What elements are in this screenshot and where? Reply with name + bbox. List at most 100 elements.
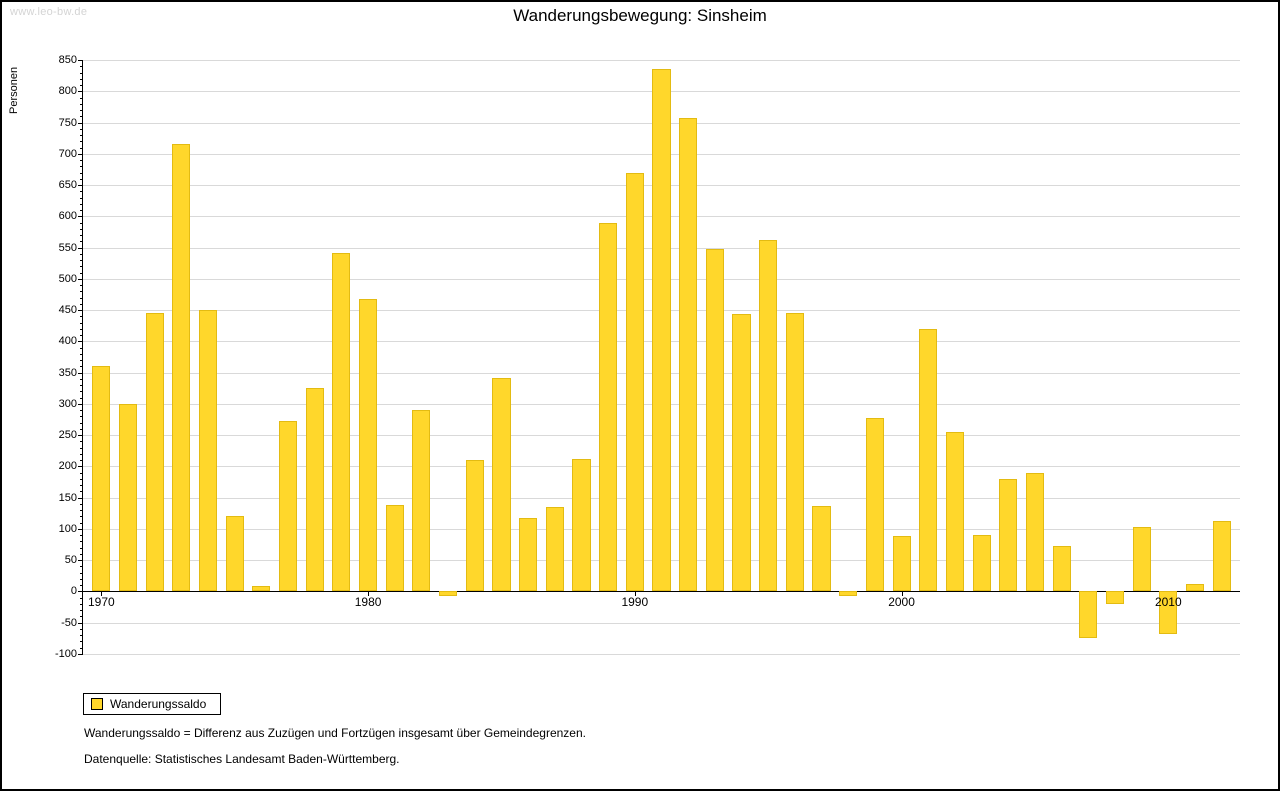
- y-axis-minor-tick: [80, 303, 83, 305]
- y-axis-minor-tick: [80, 110, 83, 112]
- bar: [332, 252, 351, 592]
- y-axis-tick: [78, 247, 83, 249]
- bar: [412, 410, 431, 592]
- y-axis-minor-tick: [80, 253, 83, 255]
- y-axis-minor-tick: [80, 141, 83, 143]
- y-axis-minor-tick: [80, 585, 83, 587]
- y-axis-minor-tick: [80, 78, 83, 80]
- bar: [1025, 472, 1044, 592]
- y-axis-tick-label: 400: [58, 335, 77, 348]
- x-axis-tick: [368, 592, 370, 597]
- bar: [172, 144, 191, 592]
- y-axis-tick: [78, 310, 83, 312]
- bar: [1052, 546, 1071, 592]
- y-axis-minor-tick: [80, 553, 83, 555]
- y-axis-tick-label: 0: [70, 585, 77, 598]
- x-axis-tick-label: 2000: [888, 595, 915, 610]
- y-axis-tick-label: 700: [58, 147, 77, 160]
- bar: [652, 69, 671, 592]
- y-axis-minor-tick: [80, 147, 83, 149]
- y-axis-tick: [78, 91, 83, 93]
- x-axis-tick-label: 1970: [87, 595, 115, 610]
- y-axis-minor-tick: [80, 410, 83, 412]
- y-axis-minor-tick: [80, 503, 83, 505]
- y-axis-minor-tick: [80, 428, 83, 430]
- x-axis-line: [83, 591, 1240, 593]
- y-axis-title: Personen: [8, 66, 20, 114]
- y-axis-tick: [78, 497, 83, 499]
- bar: [572, 458, 591, 592]
- y-axis-minor-tick: [80, 97, 83, 99]
- bar: [999, 478, 1018, 592]
- y-axis-minor-tick: [80, 603, 83, 605]
- y-axis-minor-tick: [80, 416, 83, 418]
- y-axis-minor-tick: [80, 378, 83, 380]
- y-axis-minor-tick: [80, 472, 83, 474]
- x-axis-tick: [101, 592, 103, 597]
- bar: [439, 591, 458, 597]
- y-axis-tick-label: 250: [58, 429, 77, 442]
- legend-label: Wanderungssaldo: [110, 697, 207, 711]
- y-axis-tick-label: 50: [64, 554, 77, 567]
- y-axis-minor-tick: [80, 447, 83, 449]
- y-axis-minor-tick: [80, 172, 83, 174]
- y-axis-tick: [78, 466, 83, 468]
- x-axis-tick: [901, 592, 903, 597]
- y-axis-tick: [78, 122, 83, 124]
- y-axis-minor-tick: [80, 610, 83, 612]
- y-axis-tick: [78, 372, 83, 374]
- plot-area: -100 -50 0 50 100 150 200 250 300 350 400 450 500 550…: [55, 54, 1240, 660]
- watermark: www.leo-bw.de: [10, 6, 88, 18]
- y-axis-minor-tick: [80, 510, 83, 512]
- y-axis-minor-tick: [80, 635, 83, 637]
- y-axis-tick: [78, 528, 83, 530]
- y-axis-minor-tick: [80, 85, 83, 86]
- y-axis-tick-label: 550: [58, 241, 77, 254]
- chart-title: Wanderungsbewegung: Sinsheim: [513, 6, 767, 25]
- y-axis-minor-tick: [80, 353, 83, 355]
- y-axis-tick-label: 600: [58, 210, 77, 223]
- y-axis-tick: [78, 654, 83, 655]
- y-axis-minor-tick: [80, 478, 83, 480]
- y-axis-minor-tick: [80, 485, 83, 487]
- bar: [252, 586, 271, 592]
- y-axis-tick: [78, 435, 83, 437]
- y-axis-minor-tick: [80, 103, 83, 105]
- y-axis-minor-tick: [80, 572, 83, 574]
- footnote-source: Datenquelle: Statistisches Landesamt Bad…: [84, 752, 400, 766]
- y-axis-tick: [78, 216, 83, 218]
- y-axis-tick-label: 800: [58, 85, 77, 98]
- y-axis-minor-tick: [80, 210, 83, 212]
- y-axis-minor-tick: [80, 266, 83, 268]
- bar: [145, 313, 164, 592]
- bar: [278, 421, 298, 592]
- y-axis-tick-label: 750: [58, 116, 77, 129]
- y-axis-minor-tick: [80, 322, 83, 324]
- y-axis-tick-label: 150: [58, 491, 77, 504]
- y-axis-minor-tick: [80, 422, 83, 424]
- gridline: [83, 622, 1240, 624]
- bar: [92, 366, 111, 592]
- y-axis-minor-tick: [80, 178, 83, 180]
- y-axis-minor-tick: [80, 241, 83, 243]
- y-axis-tick-label: 350: [58, 366, 77, 379]
- y-axis-tick-label: 500: [58, 272, 77, 285]
- y-axis-minor-tick: [80, 72, 83, 74]
- bar: [705, 248, 724, 592]
- y-axis-minor-tick: [80, 616, 83, 618]
- gridline: [83, 654, 1240, 655]
- y-axis-minor-tick: [80, 197, 83, 199]
- y-axis-minor-tick: [80, 191, 83, 193]
- y-axis-minor-tick: [80, 228, 83, 230]
- y-axis-minor-tick: [80, 291, 83, 293]
- y-axis-minor-tick: [80, 397, 83, 399]
- bar: [1212, 521, 1231, 592]
- y-axis-minor-tick: [80, 547, 83, 549]
- y-axis-minor-tick: [80, 391, 83, 393]
- y-axis-minor-tick: [80, 128, 83, 130]
- y-axis-tick-label: -50: [61, 616, 77, 629]
- bar: [1159, 591, 1178, 634]
- y-axis-tick: [78, 278, 83, 280]
- y-axis-minor-tick: [80, 628, 83, 630]
